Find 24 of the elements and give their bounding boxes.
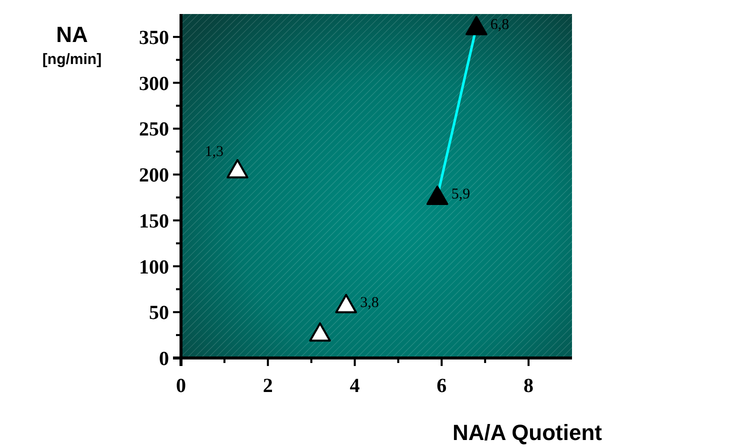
x-axis-title: NA/A Quotient xyxy=(452,420,603,445)
y-axis-title: NA [ng/min] xyxy=(42,22,102,68)
point xyxy=(335,294,357,314)
point xyxy=(426,186,448,205)
point xyxy=(226,159,248,178)
point xyxy=(309,322,331,342)
y-tick-label: 0 xyxy=(159,348,169,370)
y-tick-label: 200 xyxy=(139,164,169,187)
annotation: 3,8 xyxy=(360,294,379,311)
annotation: 1,3 xyxy=(204,144,224,160)
x-tick-label: 8 xyxy=(524,375,534,397)
annotation: 5,9 xyxy=(451,186,470,203)
x-tick-label: 0 xyxy=(176,375,186,397)
y-tick-label: 100 xyxy=(139,256,169,278)
y-tick-label: 250 xyxy=(139,118,169,141)
y-tick-label: 50 xyxy=(149,302,169,324)
point xyxy=(466,16,488,36)
annotation: 6,8 xyxy=(490,16,510,33)
y-tick-label: 300 xyxy=(139,72,169,95)
x-tick-label: 6 xyxy=(436,375,447,397)
y-tick-label: 150 xyxy=(139,210,169,232)
x-tick-label: 2 xyxy=(262,375,273,397)
x-tick-label: 4 xyxy=(350,375,360,397)
y-tick-label: 350 xyxy=(139,26,169,49)
